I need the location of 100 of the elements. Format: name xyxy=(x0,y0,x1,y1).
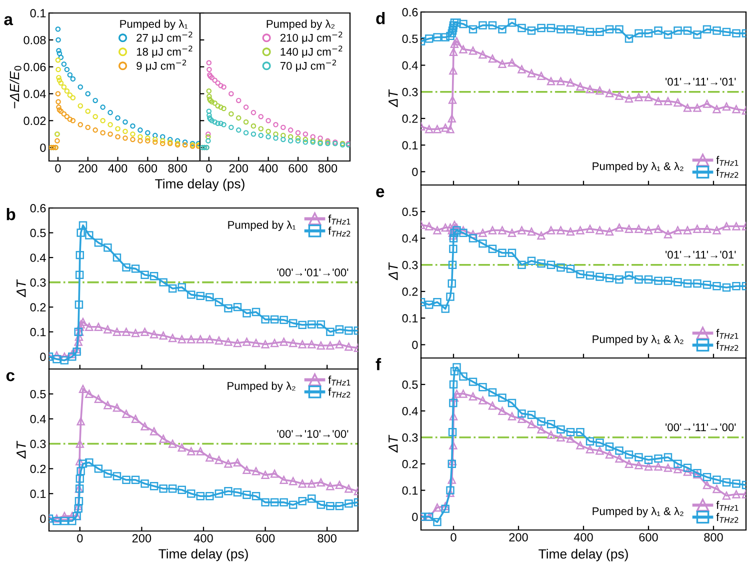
x-tick-label: 800 xyxy=(318,164,338,172)
y-tick-label: 0.4 xyxy=(402,406,418,416)
chart-title: e xyxy=(376,188,384,198)
x-tick-label: 0 xyxy=(206,164,212,172)
y-axis-title: ΔT xyxy=(388,262,398,280)
y-tick-label: 0.5 xyxy=(402,380,418,389)
y-axis-title: −ΔE/E$_{0}$ xyxy=(9,66,22,108)
chart-title: f xyxy=(376,358,382,370)
legend-label: 9 μJ cm$^{−2}$ xyxy=(136,60,186,72)
y-tick-label: 0.1 xyxy=(402,314,418,322)
y-tick-label: 0.2 xyxy=(402,287,418,296)
x-tick-label: 400 xyxy=(108,164,128,172)
legend-label: f$_{THz1}$ xyxy=(328,376,350,386)
x-tick-label: 400 xyxy=(258,164,278,172)
x-tick-label: 400 xyxy=(574,533,593,542)
legend-label: f$_{THz1}$ xyxy=(716,156,738,166)
y-tick-label: 0.02 xyxy=(24,116,46,126)
y-axis-title: ΔT xyxy=(16,440,26,459)
legend-label: f$_{THz1}$ xyxy=(716,500,738,511)
x-tick-label: 200 xyxy=(132,534,152,542)
x-tick-label: 800 xyxy=(704,533,723,542)
y-tick-label: 0 xyxy=(412,512,418,522)
legend-title: Pumped by λ₂ xyxy=(228,382,296,392)
y-tick-label: 0.6 xyxy=(30,204,46,212)
x-tick-label: 600 xyxy=(138,164,158,172)
y-tick-label: 0.1 xyxy=(402,486,418,495)
x-tick-label: 0 xyxy=(55,164,61,172)
y-tick-label: 0.3 xyxy=(402,433,418,442)
legend-label: 27 μJ cm$^{−2}$ xyxy=(136,32,192,44)
y-tick-label: 0.4 xyxy=(402,234,418,243)
legend-label: 140 μJ cm$^{−2}$ xyxy=(280,46,342,58)
chart-title: d xyxy=(376,12,385,24)
x-tick-label: 800 xyxy=(168,164,187,172)
legend-label: 70 μJ cm$^{−2}$ xyxy=(280,60,336,72)
x-tick-label: 600 xyxy=(639,533,658,542)
y-tick-label: 0.4 xyxy=(30,414,46,424)
y-tick-label: 0.4 xyxy=(402,61,418,70)
y-axis-title: ΔT xyxy=(388,89,398,108)
y-tick-label: 0 xyxy=(40,144,46,152)
legend-label: f$_{THz2}$ xyxy=(716,340,738,351)
x-axis-title: Time delay (ps) xyxy=(538,548,628,562)
y-tick-label: 0.5 xyxy=(402,34,418,44)
x-tick-label: 0 xyxy=(450,533,456,542)
x-tick-label: 200 xyxy=(509,533,528,542)
legend-title: Pumped by λ₁ xyxy=(120,20,188,30)
y-tick-label: 0.6 xyxy=(402,8,418,16)
y-tick-label: 0.3 xyxy=(30,278,46,287)
ref-line-label: '00'→'11'→'00' xyxy=(666,423,736,432)
x-tick-label: 800 xyxy=(318,534,336,542)
x-axis-title: Time delay (ps) xyxy=(158,548,248,562)
legend-label: f$_{THz2}$ xyxy=(328,388,350,398)
y-tick-label: 0.3 xyxy=(402,88,418,96)
y-tick-label: 0.1 xyxy=(402,141,418,150)
ref-line-label: '00'→'10'→'00' xyxy=(277,430,348,438)
y-tick-label: 0.1 xyxy=(30,328,46,336)
legend-title: Pumped by λ₂ xyxy=(266,20,335,30)
x-tick-label: 600 xyxy=(288,164,308,172)
legend-title: Pumped by λ₁ & λ₂ xyxy=(592,506,684,518)
y-tick-label: 0.5 xyxy=(30,390,46,398)
y-tick-label: 0 xyxy=(40,514,46,523)
legend-title: Pumped by λ₁ & λ₂ xyxy=(592,334,684,346)
y-tick-label: 0.4 xyxy=(30,254,46,262)
y-tick-label: 0.1 xyxy=(30,9,46,18)
y-tick-label: 0.1 xyxy=(30,490,46,498)
legend-label: 18 μJ cm$^{−2}$ xyxy=(136,46,192,58)
y-tick-label: 0.08 xyxy=(24,36,46,44)
y-tick-label: 0.2 xyxy=(30,464,46,474)
ref-line-label: '01'→'11'→'01' xyxy=(666,78,736,86)
legend-label: 210 μJ cm$^{−2}$ xyxy=(280,32,342,44)
y-tick-label: 0 xyxy=(40,352,46,362)
y-tick-label: 0.2 xyxy=(402,114,418,123)
y-tick-label: 0 xyxy=(412,340,418,350)
legend-label: f$_{THz1}$ xyxy=(716,328,738,339)
y-axis-title: ΔT xyxy=(16,279,26,298)
chart-title: a xyxy=(4,16,14,26)
y-tick-label: 0.5 xyxy=(402,208,418,216)
x-tick-label: 200 xyxy=(229,164,248,172)
y-tick-label: 0.5 xyxy=(30,228,46,238)
legend-label: f$_{THz2}$ xyxy=(328,226,350,236)
legend-label: f$_{THz2}$ xyxy=(716,168,738,178)
chart-title: b xyxy=(6,208,16,220)
ref-line-label: '00'→'01'→'00' xyxy=(277,268,348,276)
y-tick-label: 0.3 xyxy=(30,440,46,448)
chart-title: c xyxy=(6,372,15,382)
y-tick-label: 0.3 xyxy=(402,260,418,270)
x-tick-label: 200 xyxy=(78,164,98,172)
x-tick-label: 600 xyxy=(256,534,275,542)
x-tick-label: 400 xyxy=(194,534,213,542)
legend-title: Pumped by λ₁ & λ₂ xyxy=(592,162,684,172)
legend-label: f$_{THz1}$ xyxy=(328,214,350,224)
y-tick-label: 0.2 xyxy=(402,460,418,468)
x-axis-title: Time delay (ps) xyxy=(155,178,244,192)
legend-title: Pumped by λ₁ xyxy=(228,220,296,232)
y-tick-label: 0.04 xyxy=(24,90,46,98)
y-tick-label: 0.2 xyxy=(30,303,46,312)
y-tick-label: 0.06 xyxy=(24,62,46,72)
legend-label: f$_{THz2}$ xyxy=(716,512,738,523)
x-tick-label: 0 xyxy=(77,534,83,542)
ref-line-label: '01'→'11'→'01' xyxy=(666,250,736,259)
y-axis-title: ΔT xyxy=(388,434,398,453)
